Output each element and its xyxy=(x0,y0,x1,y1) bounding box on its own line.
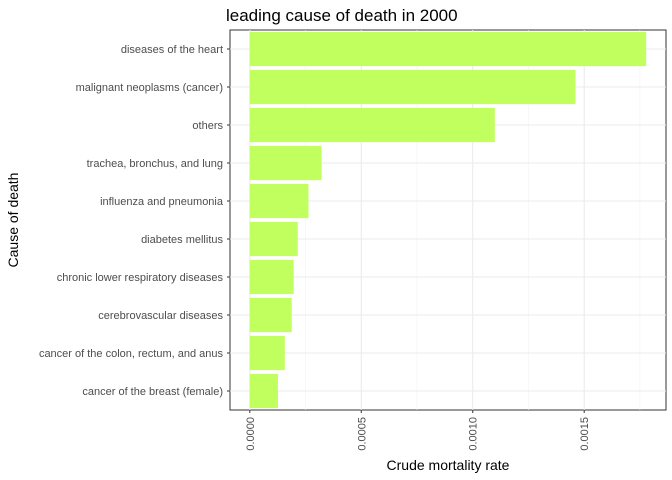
bar xyxy=(249,183,309,219)
x-tick-labels: 0.0000 0.0005 0.0010 0.0015 xyxy=(245,410,591,451)
x-tick-label: 0.0010 xyxy=(468,417,480,451)
bar xyxy=(249,107,495,143)
chart-title: leading cause of death in 2000 xyxy=(226,6,458,25)
bars xyxy=(249,31,647,409)
y-tick-label: cerebrovascular diseases xyxy=(98,310,223,322)
y-tick-label: diabetes mellitus xyxy=(141,234,223,246)
y-tick-label: cancer of the breast (female) xyxy=(82,386,223,398)
y-axis-title: Cause of death xyxy=(5,173,21,268)
bar xyxy=(249,259,294,295)
y-tick-label: chronic lower respiratory diseases xyxy=(57,272,224,284)
y-tick-label: diseases of the heart xyxy=(121,44,223,56)
bar xyxy=(249,221,298,257)
bar xyxy=(249,373,278,409)
bar xyxy=(249,335,285,371)
bar xyxy=(249,145,322,181)
y-tick-label: others xyxy=(192,120,223,132)
bar xyxy=(249,69,576,105)
x-axis-title: Crude mortality rate xyxy=(387,457,510,473)
bar xyxy=(249,31,647,67)
x-tick-label: 0.0000 xyxy=(245,417,257,451)
y-tick-labels: diseases of the heart malignant neoplasms… xyxy=(39,44,230,398)
y-tick-label: trachea, bronchus, and lung xyxy=(87,158,223,170)
bar xyxy=(249,297,292,333)
y-tick-label: malignant neoplasms (cancer) xyxy=(76,82,223,94)
y-tick-label: cancer of the colon, rectum, and anus xyxy=(39,348,224,360)
x-tick-label: 0.0015 xyxy=(579,417,591,451)
x-tick-label: 0.0005 xyxy=(356,417,368,451)
y-tick-label: influenza and pneumonia xyxy=(100,196,224,208)
